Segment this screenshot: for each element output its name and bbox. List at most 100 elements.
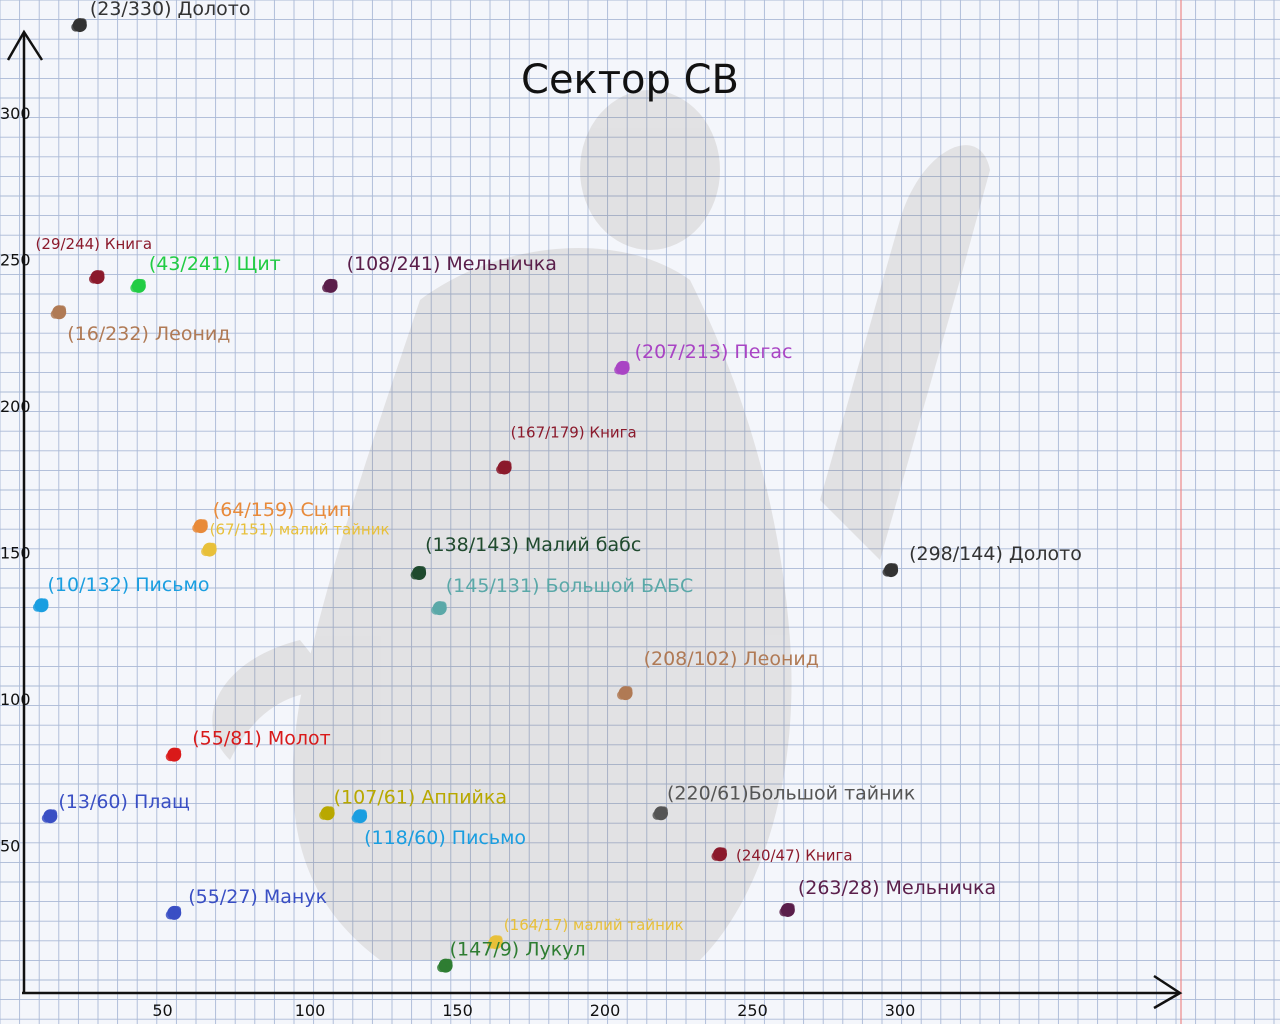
data-point: (164/17) малий тайник: [487, 916, 684, 950]
point-label: (164/17) малий тайник: [504, 916, 684, 934]
data-point: (23/330) Долото: [71, 0, 250, 33]
point-label: (29/244) Книга: [36, 235, 153, 253]
point-marker-blot: [319, 810, 329, 820]
point-marker-blot: [503, 460, 512, 469]
point-marker-blot: [652, 810, 662, 820]
point-marker-blot: [431, 605, 441, 615]
point-marker-blot: [882, 567, 892, 577]
data-point: (55/81) Молот: [165, 728, 331, 762]
data-point: (64/159) Сцип: [192, 499, 352, 534]
point-marker-blot: [438, 601, 447, 610]
point-marker-blot: [359, 809, 367, 818]
data-point: (298/144) Долото: [882, 543, 1082, 578]
point-marker-blot: [49, 809, 58, 818]
data-point: (138/143) Малий бабс: [410, 534, 641, 581]
data-point: (16/232) Леонид: [50, 305, 230, 345]
data-point: (43/241) Щит: [130, 253, 281, 293]
y-tick-label: 200: [0, 397, 31, 416]
point-marker-blot: [165, 752, 175, 762]
point-marker-blot: [779, 907, 789, 917]
y-tick-label: 50: [0, 837, 20, 856]
point-marker-blot: [173, 906, 182, 914]
point-marker-blot: [351, 813, 361, 823]
point-marker-blot: [418, 566, 426, 574]
point-marker-blot: [496, 464, 506, 475]
axes: [6, 29, 1183, 1010]
point-marker-blot: [322, 283, 332, 293]
data-point: (220/61)Большой тайник: [652, 782, 915, 821]
point-marker-blot: [192, 523, 202, 533]
figure-club: [820, 145, 990, 560]
x-tick-label: 100: [295, 1001, 326, 1020]
point-label: (67/151) малий тайник: [210, 521, 390, 539]
data-point: (118/60) Письмо: [351, 809, 526, 849]
point-label: (147/9) Лукул: [450, 939, 586, 961]
point-marker-blot: [32, 602, 43, 612]
data-point: (240/47) Книга: [711, 846, 853, 864]
point-marker-blot: [208, 542, 217, 551]
point-marker-blot: [660, 806, 668, 815]
x-tick-label: 250: [737, 1001, 768, 1020]
point-label: (43/241) Щит: [149, 253, 281, 275]
y-tick-label: 100: [0, 690, 31, 709]
point-marker-blot: [437, 963, 447, 973]
point-marker-blot: [719, 847, 727, 856]
point-label: (55/27) Манук: [188, 886, 327, 908]
data-point: (207/213) Пегас: [614, 341, 793, 375]
point-label: (10/132) Письмо: [48, 574, 210, 596]
point-marker-blot: [96, 270, 105, 278]
x-axis-arrow: [1153, 974, 1183, 1010]
point-label: (145/131) Большой БАБС: [446, 575, 694, 597]
data-point: (67/151) малий тайник: [201, 521, 390, 557]
data-point: (263/28) Мельничка: [779, 877, 996, 917]
point-label: (64/159) Сцип: [213, 499, 352, 521]
data-point: (55/27) Манук: [165, 886, 327, 920]
point-label: (208/102) Леонид: [644, 648, 819, 670]
figure-illustration: [212, 90, 990, 961]
x-tick-label: 150: [442, 1001, 473, 1020]
point-label: (55/81) Молот: [192, 728, 330, 750]
point-marker-blot: [79, 18, 87, 26]
point-label: (167/179) Книга: [511, 424, 637, 442]
point-marker-blot: [494, 935, 503, 944]
y-tick-label: 150: [0, 544, 31, 563]
point-marker-blot: [173, 747, 182, 756]
chart-title: Сектор СВ: [521, 57, 739, 103]
y-tick-label: 250: [0, 251, 31, 270]
x-tick-label: 300: [885, 1001, 916, 1020]
point-marker-blot: [138, 279, 146, 287]
data-point: (108/241) Мельничка: [322, 253, 557, 293]
y-tick-label: 300: [0, 104, 31, 123]
point-label: (138/143) Малий бабс: [425, 534, 641, 556]
point-marker-blot: [711, 851, 721, 861]
point-marker-blot: [444, 958, 453, 967]
data-point: (29/244) Книга: [36, 235, 153, 285]
point-label: (240/47) Книга: [736, 846, 853, 864]
point-marker-blot: [617, 690, 627, 700]
data-point: (147/9) Лукул: [437, 939, 586, 973]
point-marker-blot: [165, 910, 175, 920]
point-label: (298/144) Долото: [909, 543, 1082, 565]
figure-arm: [212, 640, 340, 760]
background-figure: [212, 90, 990, 961]
point-marker-blot: [621, 361, 630, 369]
point-label: (16/232) Леонид: [67, 323, 230, 345]
data-point: (208/102) Леонид: [617, 648, 819, 701]
x-tick-label: 50: [152, 1001, 172, 1020]
data-points: (23/330) Долото (29/244) Книга(43/241) Щи…: [32, 0, 1082, 973]
point-marker-blot: [40, 598, 49, 607]
point-marker-blot: [89, 274, 99, 284]
point-label: (220/61)Большой тайник: [667, 782, 915, 804]
point-marker-blot: [329, 279, 338, 287]
figure-body: [292, 247, 792, 961]
point-marker-blot: [624, 686, 633, 694]
point-marker-blot: [130, 283, 140, 293]
point-label: (107/61) Аппийка: [334, 786, 507, 808]
data-point: (13/60) Плащ: [41, 791, 190, 824]
point-marker-blot: [787, 903, 795, 911]
point-marker-blot: [201, 547, 211, 557]
point-marker-blot: [199, 519, 208, 527]
